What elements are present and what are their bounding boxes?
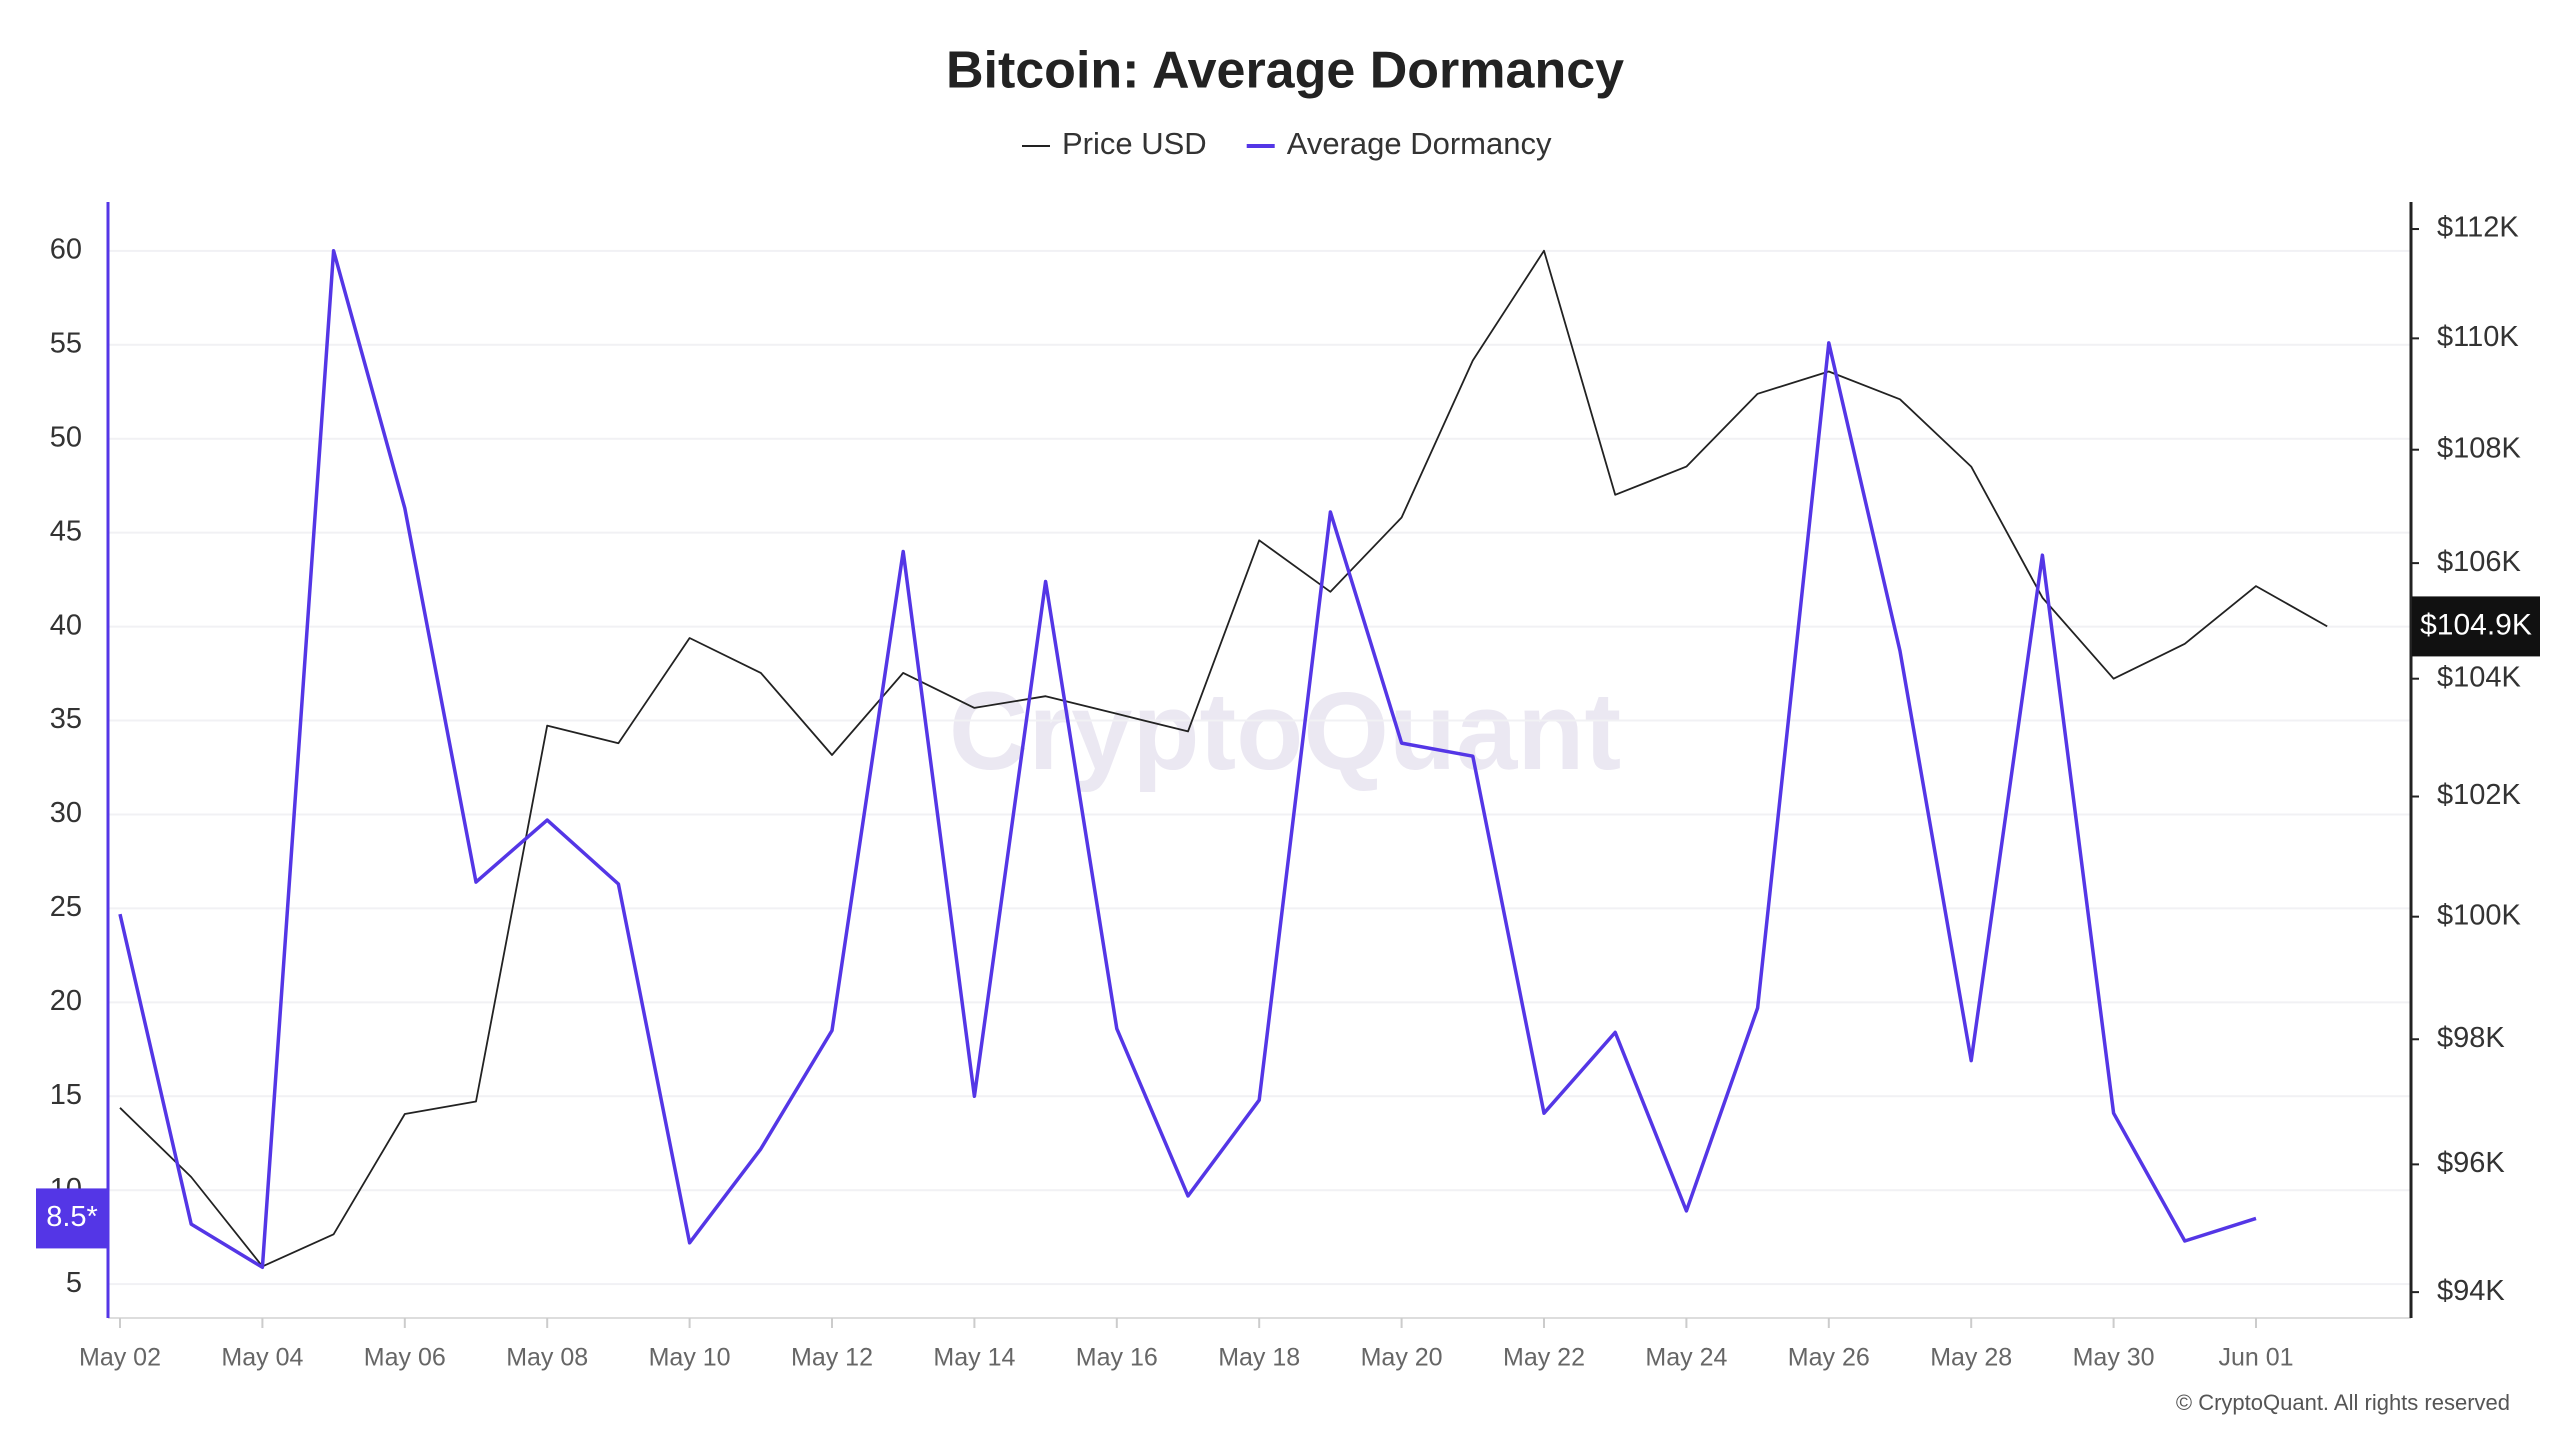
y-marker-box (36, 1188, 108, 1249)
x-tick-label: May 14 (933, 1344, 1015, 1372)
y2-tick-label: $106K (2437, 546, 2522, 578)
x-tick-label: May 26 (1788, 1344, 1870, 1372)
y-tick-label: 40 (50, 609, 82, 641)
y2-tick-label: $104K (2437, 661, 2522, 693)
y-tick-label: 25 (50, 891, 82, 923)
y2-tick-label: $94K (2437, 1275, 2505, 1307)
y-tick-label: 50 (50, 421, 82, 453)
x-tick-label: Jun 01 (2218, 1344, 2293, 1372)
legend: Price USD Average Dormancy (1022, 126, 1552, 161)
x-tick-label: May 22 (1503, 1344, 1585, 1372)
legend-label: Average Dormancy (1287, 126, 1552, 161)
series-line (119, 249, 2328, 1268)
x-tick-label: May 08 (506, 1344, 588, 1372)
x-tick-label: May 06 (364, 1344, 446, 1372)
y-tick-label: 55 (50, 327, 82, 359)
x-tick-label: May 24 (1645, 1344, 1727, 1372)
y-tick-label: 20 (50, 985, 82, 1017)
y-tick-label: 15 (50, 1079, 82, 1111)
y-tick-label: 5 (66, 1267, 82, 1299)
x-tick-label: May 02 (79, 1344, 161, 1372)
y-tick-label: 45 (50, 515, 82, 547)
y2-marker-box (2412, 596, 2540, 657)
watermark: CryptoQuant (949, 670, 1621, 793)
y-marker-label: 8.5* (46, 1201, 98, 1233)
y-tick-label: 35 (50, 703, 82, 735)
x-tick-label: May 18 (1218, 1344, 1300, 1372)
legend-label: Price USD (1062, 126, 1207, 161)
y2-tick-label: $108K (2437, 432, 2522, 464)
x-tick-label: May 28 (1930, 1344, 2012, 1372)
y2-tick-label: $96K (2437, 1147, 2505, 1179)
y-tick-label: 60 (50, 234, 82, 266)
y2-marker-label: $104.9K (2420, 608, 2532, 641)
x-tick-label: May 20 (1361, 1344, 1443, 1372)
x-tick-label: May 12 (791, 1344, 873, 1372)
footer: © CryptoQuant. All rights reserved (2176, 1390, 2510, 1415)
x-tick-label: May 16 (1076, 1344, 1158, 1372)
y2-tick-label: $110K (2437, 321, 2519, 353)
y-tick-label: 30 (50, 797, 82, 829)
y2-tick-label: $112K (2437, 212, 2519, 244)
x-tick-label: May 04 (221, 1344, 303, 1372)
y2-tick-label: $100K (2437, 899, 2522, 931)
series-line (118, 249, 2257, 1270)
y2-tick-label: $102K (2437, 779, 2522, 811)
x-tick-label: May 10 (649, 1344, 731, 1372)
chart-title: Bitcoin: Average Dormancy (946, 42, 1624, 100)
y2-tick-label: $98K (2437, 1022, 2505, 1054)
x-tick-label: May 30 (2073, 1344, 2155, 1372)
